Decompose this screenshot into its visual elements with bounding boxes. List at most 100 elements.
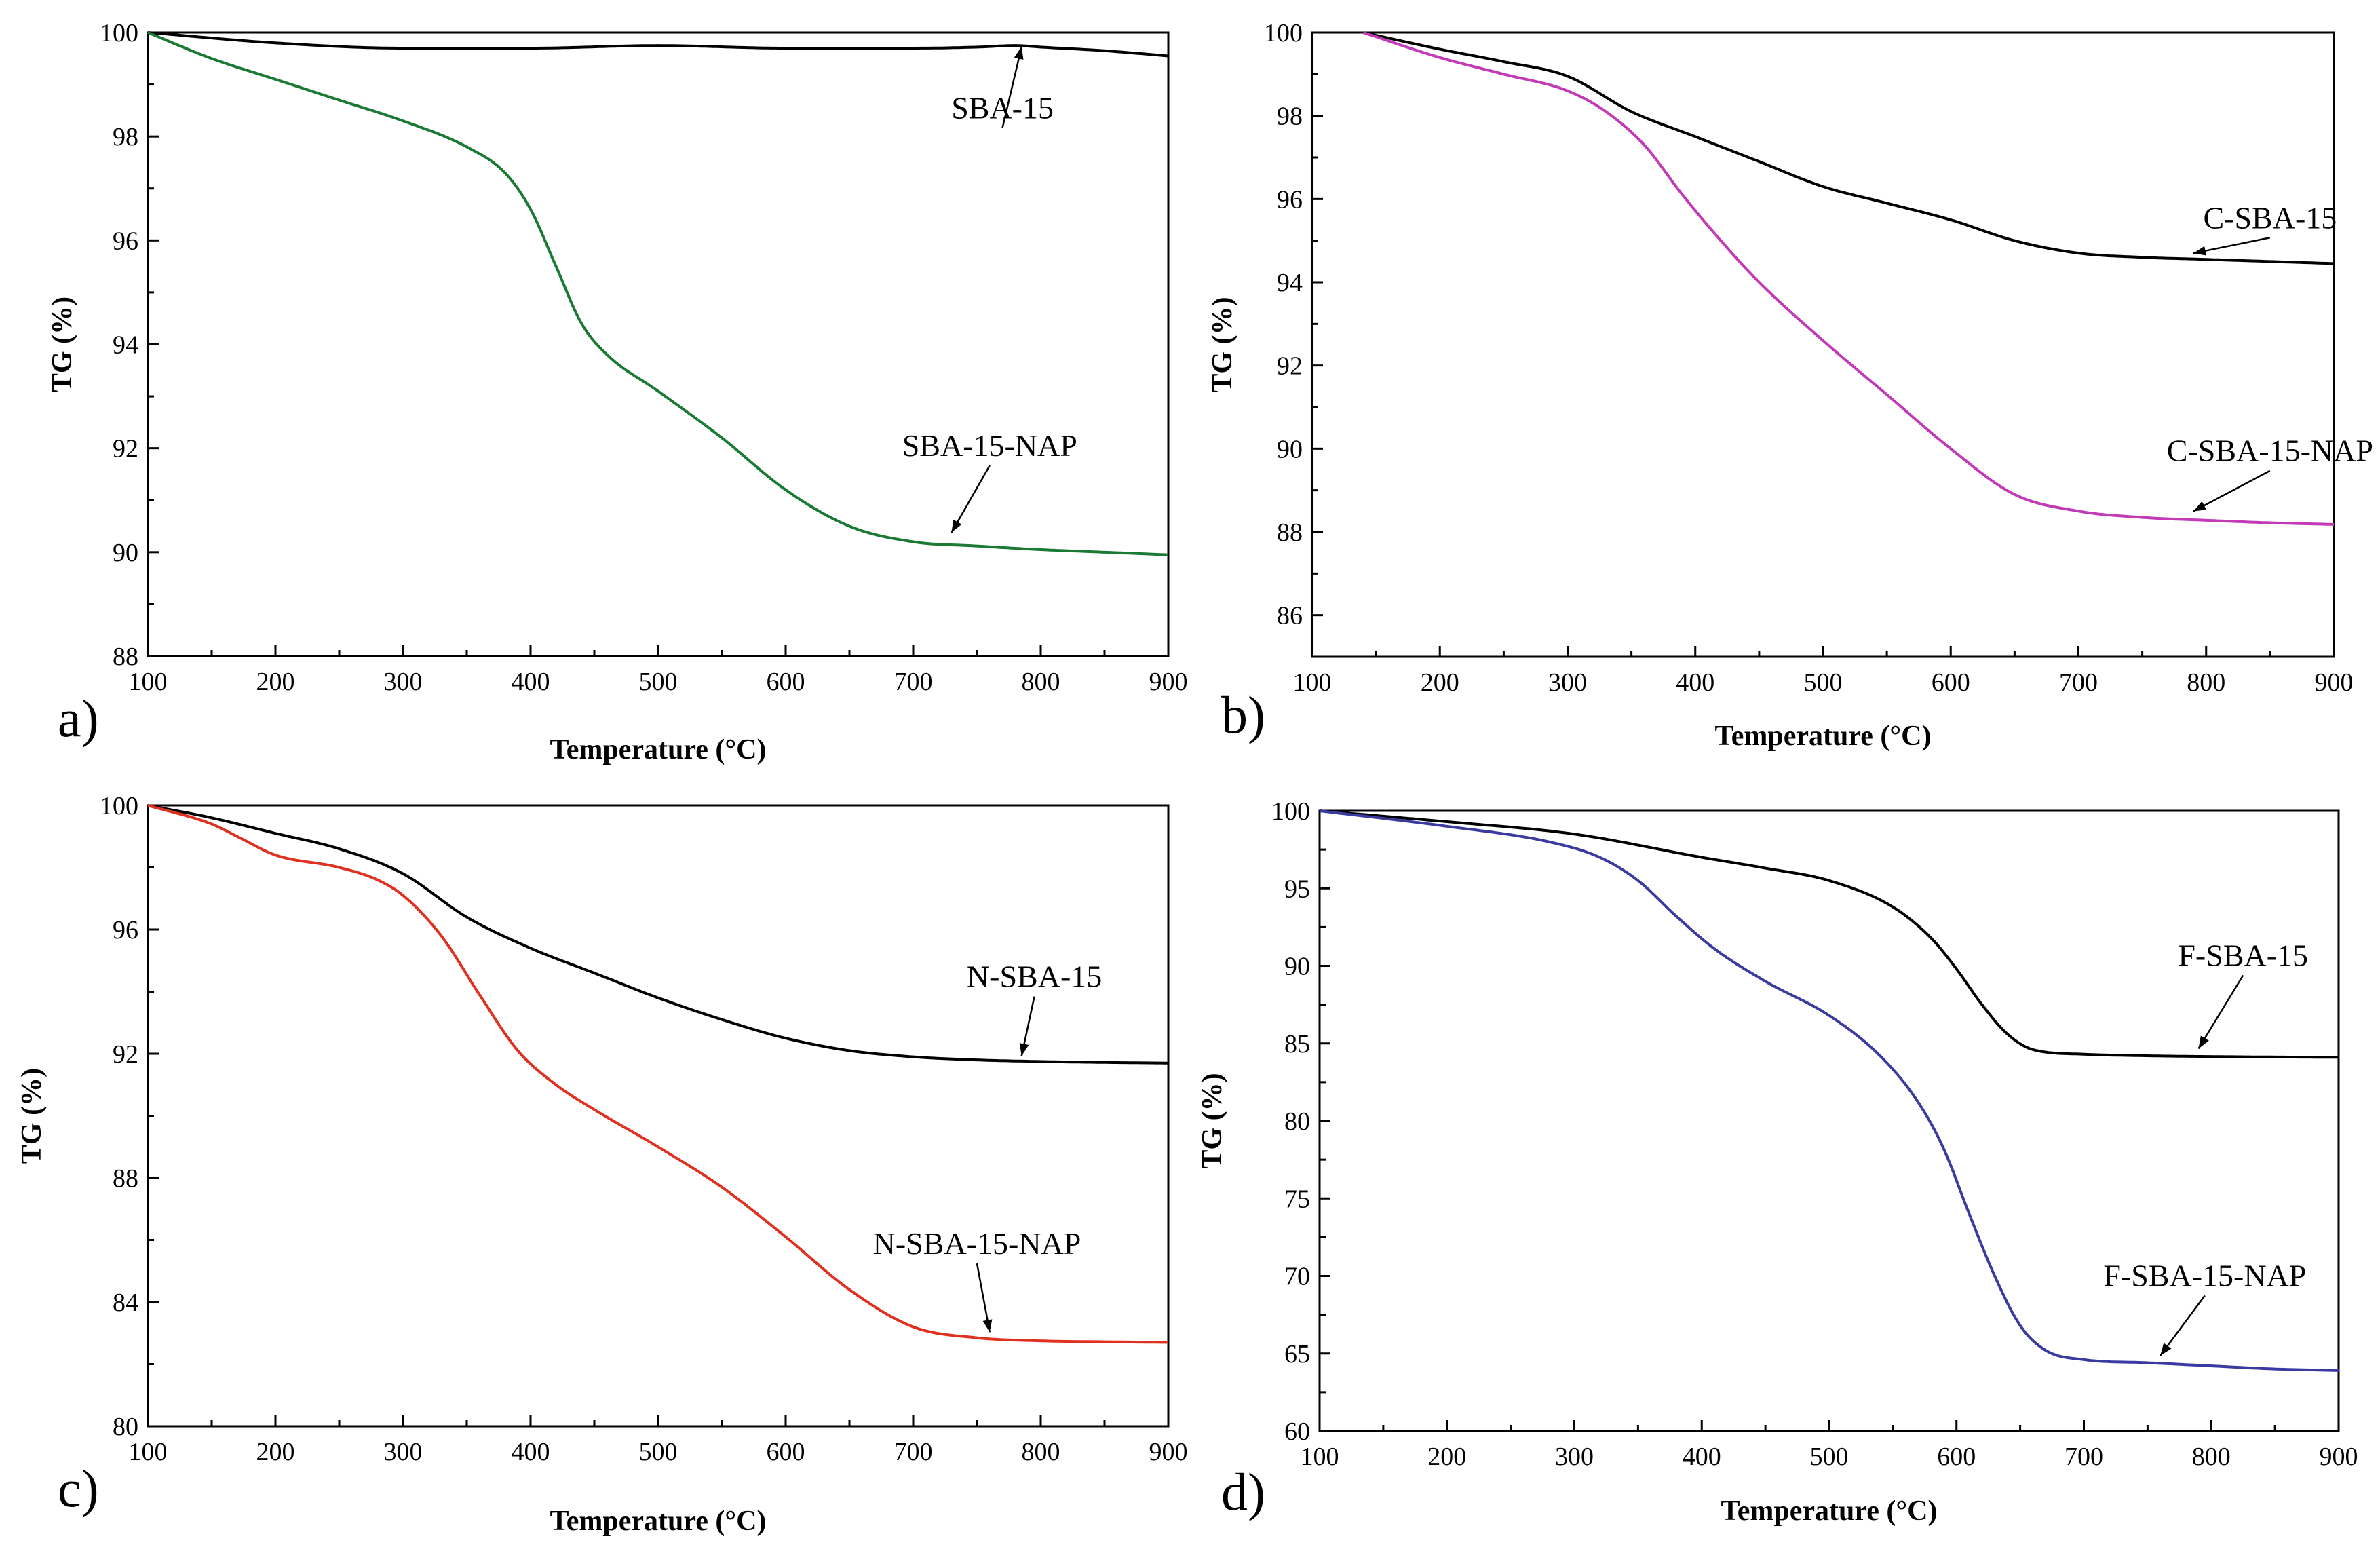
annotation-arrowhead (2193, 501, 2207, 512)
panel-label: a) (58, 689, 99, 748)
x-tick-label: 500 (1804, 668, 1843, 697)
y-tick-label: 88 (113, 1164, 138, 1193)
x-tick-label: 900 (2320, 1443, 2358, 1471)
y-tick-label: 75 (1284, 1185, 1310, 1213)
chart-panel-d: 100 200 300 400 500 600 700 800 900 60 65 70 75 80 85 9… (1197, 797, 2358, 1527)
panel-label: d) (1221, 1462, 1265, 1521)
annotation-arrow (951, 465, 991, 533)
annotation-arrow (2197, 974, 2244, 1050)
x-tick-label: 400 (512, 668, 550, 696)
y-axis-title: TG (%) (1197, 1073, 1228, 1168)
x-tick-label: 600 (767, 668, 805, 696)
x-tick-label: 300 (1555, 1443, 1594, 1471)
x-axis-title: Temperature (°C) (1721, 1495, 1938, 1527)
x-tick-label: 100 (1293, 668, 1332, 697)
series-line-sba-15 (147, 31, 1169, 58)
x-axis-title: Temperature (°C) (550, 734, 767, 765)
y-tick-label: 94 (113, 331, 138, 360)
y-tick-label: 80 (113, 1413, 138, 1441)
series-line-f-sba-15-nap (1319, 809, 2339, 1372)
y-tick-label: 60 (1284, 1417, 1310, 1446)
y-tick-label: 96 (113, 916, 138, 944)
annotation-arrow (1001, 46, 1023, 128)
annotation-arrowhead (2198, 1035, 2209, 1049)
x-tick-label: 400 (512, 1438, 550, 1466)
y-tick-label: 100 (100, 792, 138, 820)
y-tick-label: 100 (1264, 19, 1303, 47)
series-label: N-SBA-15 (967, 959, 1102, 994)
y-tick-label: 90 (113, 539, 138, 567)
x-tick-label: 900 (1149, 1438, 1188, 1466)
y-tick-label: 92 (113, 435, 138, 463)
y-axis-title: TG (%) (16, 1068, 47, 1164)
y-tick-label: 84 (113, 1288, 138, 1317)
y-tick-label: 100 (1271, 797, 1310, 826)
y-tick-label: 100 (100, 19, 138, 47)
y-tick-label: 98 (113, 123, 138, 151)
y-axis-title: TG (%) (47, 297, 78, 392)
annotation-arrowhead (1019, 1043, 1029, 1056)
y-tick-label: 94 (1277, 269, 1303, 297)
series-line-n-sba-15-nap (147, 804, 1169, 1344)
series-line-f-sba-15 (1319, 809, 2339, 1059)
y-tick-label: 90 (1277, 435, 1303, 463)
y-tick-label: 96 (1277, 185, 1303, 214)
y-tick-label: 85 (1284, 1030, 1310, 1058)
chart-panel-c: 100 200 300 400 500 600 700 800 900 80 84 88 92 96 100… (16, 792, 1188, 1537)
annotation-arrowhead (2160, 1343, 2172, 1356)
y-tick-label: 90 (1284, 953, 1310, 981)
x-tick-label: 700 (894, 1438, 933, 1466)
x-tick-label: 100 (129, 668, 168, 696)
x-tick-label: 600 (1932, 668, 1970, 697)
annotation-arrowhead (951, 519, 962, 533)
y-tick-label: 88 (1277, 518, 1303, 547)
y-tick-label: 70 (1284, 1263, 1310, 1291)
series-line-c-sba-15 (1362, 31, 2335, 265)
annotation-arrow (2160, 1295, 2206, 1356)
series-label: SBA-15 (951, 90, 1054, 125)
x-tick-label: 900 (2315, 668, 2354, 697)
x-tick-label: 100 (129, 1438, 168, 1466)
y-axis-title: TG (%) (1207, 297, 1238, 392)
panel-label: c) (58, 1459, 99, 1518)
chart-panel-b: 100 200 300 400 500 600 700 800 900 86 88 90 92 94 96 9… (1207, 19, 2373, 752)
y-tick-label: 95 (1284, 875, 1310, 903)
series-line-n-sba-15 (147, 804, 1168, 1065)
series-label: C-SBA-15-NAP (2167, 434, 2373, 468)
x-tick-label: 800 (2192, 1443, 2231, 1471)
y-tick-label: 88 (113, 643, 138, 671)
annotation-arrow (2193, 470, 2271, 512)
x-tick-label: 200 (1427, 1443, 1466, 1471)
x-tick-label: 700 (2065, 1443, 2103, 1471)
x-tick-label: 500 (639, 668, 678, 696)
annotation-arrow (2193, 237, 2271, 254)
x-tick-label: 300 (384, 668, 423, 696)
y-tick-label: 98 (1277, 102, 1303, 131)
x-axis-title: Temperature (°C) (550, 1506, 767, 1537)
y-tick-label: 80 (1284, 1107, 1310, 1136)
series-label: F-SBA-15-NAP (2103, 1258, 2306, 1293)
x-tick-label: 600 (1937, 1443, 1976, 1471)
x-tick-label: 200 (1421, 668, 1459, 697)
chart-panel-a: 100 200 300 400 500 600 700 800 900 88 90 92 94 96 98 1… (47, 19, 1188, 765)
x-tick-label: 800 (1022, 1438, 1060, 1466)
series-label: SBA-15-NAP (902, 428, 1077, 463)
x-tick-label: 200 (256, 668, 295, 696)
x-tick-label: 700 (894, 668, 933, 696)
y-tick-label: 65 (1284, 1340, 1310, 1369)
series-label: N-SBA-15-NAP (873, 1226, 1081, 1261)
x-tick-label: 100 (1301, 1443, 1339, 1471)
annotation-arrowhead (1014, 46, 1024, 60)
y-tick-label: 92 (113, 1040, 138, 1069)
x-tick-label: 400 (1676, 668, 1714, 697)
x-tick-label: 500 (1810, 1443, 1849, 1471)
x-tick-label: 800 (1022, 668, 1060, 696)
x-axis-title: Temperature (°C) (1715, 721, 1932, 752)
series-line-c-sba-15-nap (1362, 31, 2335, 526)
x-tick-label: 300 (384, 1438, 423, 1466)
x-tick-label: 400 (1683, 1443, 1721, 1471)
annotation-arrowhead (2193, 246, 2206, 256)
x-tick-label: 600 (767, 1438, 805, 1466)
series-label: C-SBA-15 (2203, 200, 2337, 235)
